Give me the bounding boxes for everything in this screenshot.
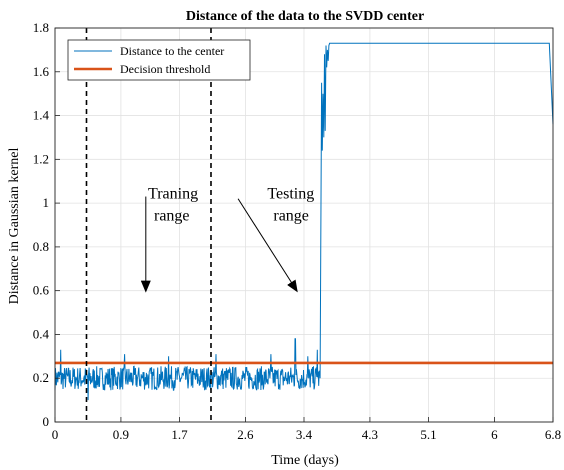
x-tick-label: 3.4	[296, 427, 313, 442]
annotation-line: range	[273, 208, 309, 225]
annotation-text-1: Traning range	[148, 186, 198, 225]
series-line-1	[54, 42, 554, 401]
annotations: Traning range Testing range	[140, 186, 314, 293]
y-tick-label: 1.4	[33, 108, 50, 123]
y-axis-label: Distance in Gaussian kernel	[7, 148, 22, 305]
x-axis-label: Time (days)	[271, 453, 339, 468]
y-tick-label: 1.8	[33, 20, 49, 35]
y-tick-label: 1	[43, 195, 50, 210]
chart-title: Distance of the data to the SVDD center	[186, 9, 424, 24]
annotation-line: range	[154, 208, 190, 225]
y-tick-label: 0.2	[33, 370, 49, 385]
plot-area	[54, 28, 554, 422]
x-tick-label: 5.1	[420, 427, 436, 442]
y-tick-label: 0.8	[33, 239, 49, 254]
x-tick-label: 6	[491, 427, 498, 442]
y-tick-label: 0.4	[33, 326, 50, 341]
annotation-line: Traning	[148, 186, 198, 203]
y-tick-label: 0	[43, 414, 50, 429]
axes: 0 0.9 1.7 2.6 3.4 4.3 5.1 6 6.8 0 0.2 0.4 0.6 0.8 1 1.2…	[33, 20, 561, 442]
y-tick-label: 0.6	[33, 283, 50, 298]
legend-label-1: Distance to the center	[120, 44, 224, 58]
y-tick-label: 1.2	[33, 151, 49, 166]
x-tick-label: 0	[52, 427, 59, 442]
x-tick-label: 2.6	[237, 427, 254, 442]
annotation-line: Testing	[267, 186, 314, 203]
annotation-arrow-2	[237, 198, 298, 293]
x-tick-label: 6.8	[545, 427, 561, 442]
legend: Distance to the center Decision threshold	[67, 39, 251, 81]
annotation-text-2: Testing range	[267, 186, 314, 225]
x-tick-label: 0.9	[113, 427, 129, 442]
x-tick-label: 1.7	[171, 427, 188, 442]
legend-label-2: Decision threshold	[120, 62, 210, 76]
legend-box	[67, 39, 251, 81]
y-tick-label: 1.6	[33, 64, 50, 79]
x-tick-label: 4.3	[362, 427, 378, 442]
